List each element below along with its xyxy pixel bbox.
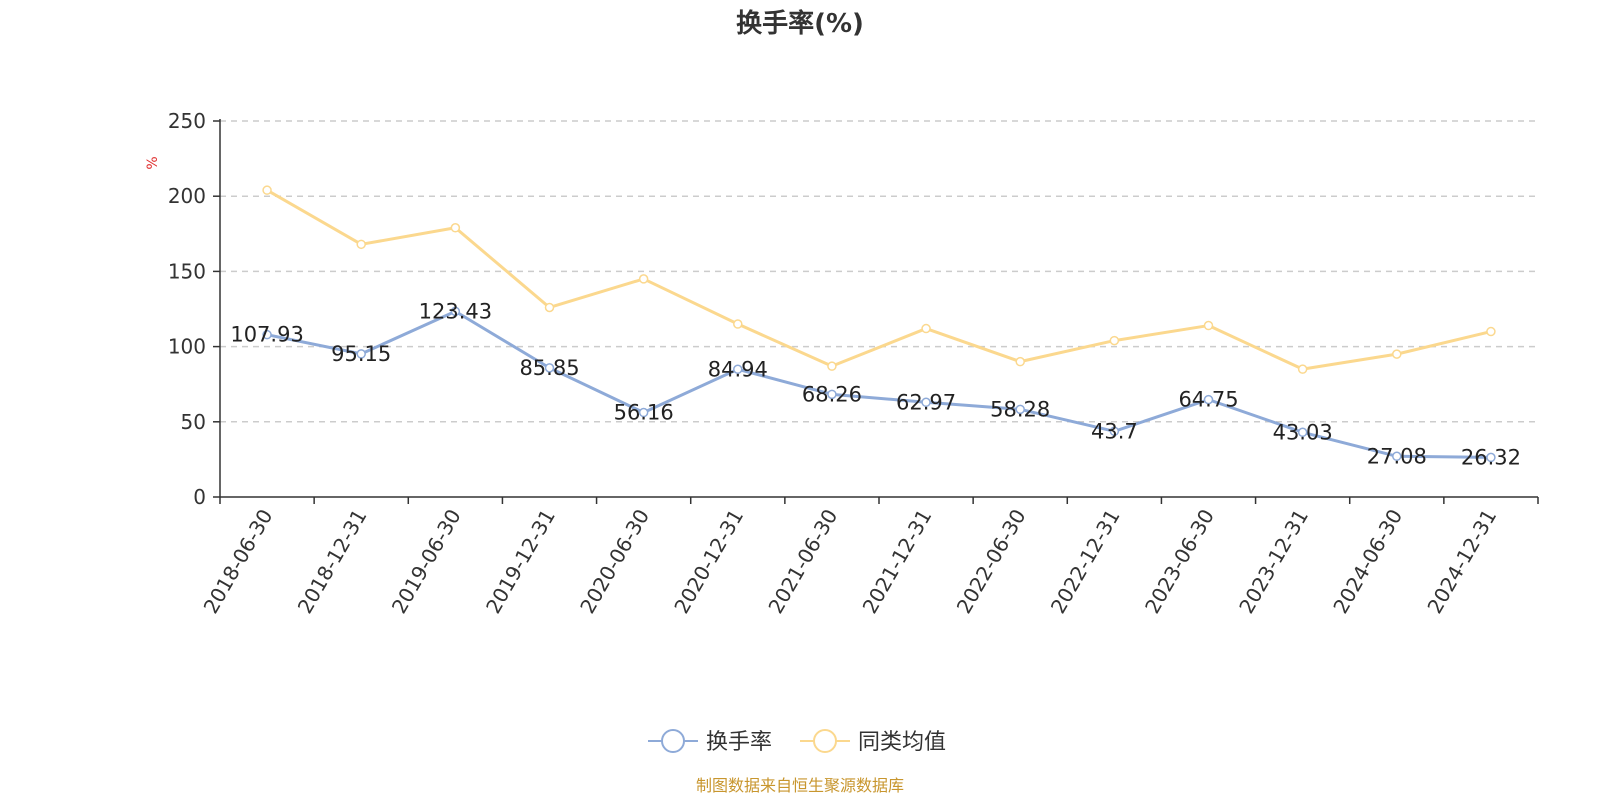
series-lines [262,185,1496,463]
y-tick-label-150: 150 [168,259,206,283]
data-label-3: 85.85 [519,356,579,380]
x-tick-label-2023-12-31: 2023-12-31 [1234,505,1313,618]
x-tick-label-2021-06-30: 2021-06-30 [763,505,842,618]
data-label-9: 43.7 [1091,419,1138,443]
x-tick-label-2024-12-31: 2024-12-31 [1422,505,1501,618]
grid-lines [220,120,1538,423]
series-0-point-2 [450,306,461,317]
series-1-point-13 [1486,326,1496,337]
y-tick-label-100: 100 [168,335,206,359]
y-axis-ticks: 0 50 100 150 200 250 [168,109,220,509]
x-tick-label-2018-12-31: 2018-12-31 [293,505,372,618]
legend-label-1: 同类均值 [858,730,946,755]
series-1-point-5 [733,319,743,329]
data-labels: 107.93 95.15 123.43 85.85 56.16 84.94 68.26 62.… [230,299,1521,469]
series-1-point-3 [544,302,555,313]
legend-swatch-marker-1 [813,729,837,753]
series-0-point-9 [1109,426,1120,437]
series-1-point-10 [1203,320,1214,331]
series-0-point-4 [638,407,649,418]
series-1-point-9 [1109,335,1120,346]
series-0-point-13 [1486,452,1496,463]
x-axis-ticks: 2018-06-30 2018-12-31 2019-06-30 2019-12-31… [199,497,1539,618]
series-0-point-8 [1015,404,1025,415]
data-label-2: 123.43 [419,299,492,323]
series-line-0 [266,309,1491,459]
x-tick-label-2024-06-30: 2024-06-30 [1328,505,1407,618]
x-tick-label-2020-06-30: 2020-06-30 [575,505,654,618]
x-tick-label-2021-12-31: 2021-12-31 [858,505,937,618]
series-1-point-0 [262,185,272,195]
x-tick-label-2022-06-30: 2022-06-30 [952,505,1031,618]
series-1-point-4 [638,274,649,284]
series-line-1 [266,188,1492,371]
series-1-point-8 [1015,356,1025,367]
series-0-point-0 [262,329,272,340]
series-0-point-3 [544,363,555,373]
source-note: 制图数据来自恒生聚源数据库 [696,776,904,795]
series-0-point-12 [1392,451,1402,462]
y-axis-unit-label: % [145,156,161,169]
series-0-point-6 [827,389,837,400]
series-0-point-7 [921,397,931,408]
series-1-point-12 [1392,349,1402,359]
x-tick-label-2022-12-31: 2022-12-31 [1046,505,1125,618]
x-tick-label-2018-06-30: 2018-06-30 [199,505,278,618]
legend-swatch-marker-0 [661,729,685,753]
series-0-point-1 [356,349,366,359]
legend: 换手率 同类均值 [648,729,946,755]
y-tick-label-50: 50 [181,410,206,434]
y-tick-label-250: 250 [168,109,206,133]
x-tick-label-2019-06-30: 2019-06-30 [387,505,466,618]
series-0-point-10 [1203,394,1214,405]
series-0-point-5 [733,364,743,375]
x-tick-label-2020-12-31: 2020-12-31 [669,505,748,618]
x-tick-label-2019-12-31: 2019-12-31 [481,505,560,618]
chart-title: 换手率(%) [736,8,864,39]
data-label-1: 95.15 [331,342,391,366]
data-label-0: 107.93 [230,323,303,347]
series-1-point-1 [356,239,366,250]
data-label-11: 43.03 [1273,420,1333,444]
data-label-8: 58.28 [990,397,1050,421]
series-1-point-6 [827,361,837,371]
series-1-point-11 [1297,364,1308,374]
y-tick-label-200: 200 [168,184,206,208]
data-label-5: 84.94 [708,357,768,381]
data-label-7: 62.97 [896,390,956,414]
series-1-point-7 [921,323,931,334]
y-tick-label-0: 0 [193,485,206,509]
x-tick-label-2023-06-30: 2023-06-30 [1140,505,1219,618]
data-label-10: 64.75 [1178,388,1238,412]
series-0-point-11 [1297,427,1308,438]
series-1-point-2 [450,223,461,233]
data-label-6: 68.26 [802,382,862,406]
data-label-12: 27.08 [1367,444,1427,468]
data-label-4: 56.16 [614,401,674,425]
data-label-13: 26.32 [1461,445,1521,469]
legend-label-0: 换手率 [706,730,772,755]
